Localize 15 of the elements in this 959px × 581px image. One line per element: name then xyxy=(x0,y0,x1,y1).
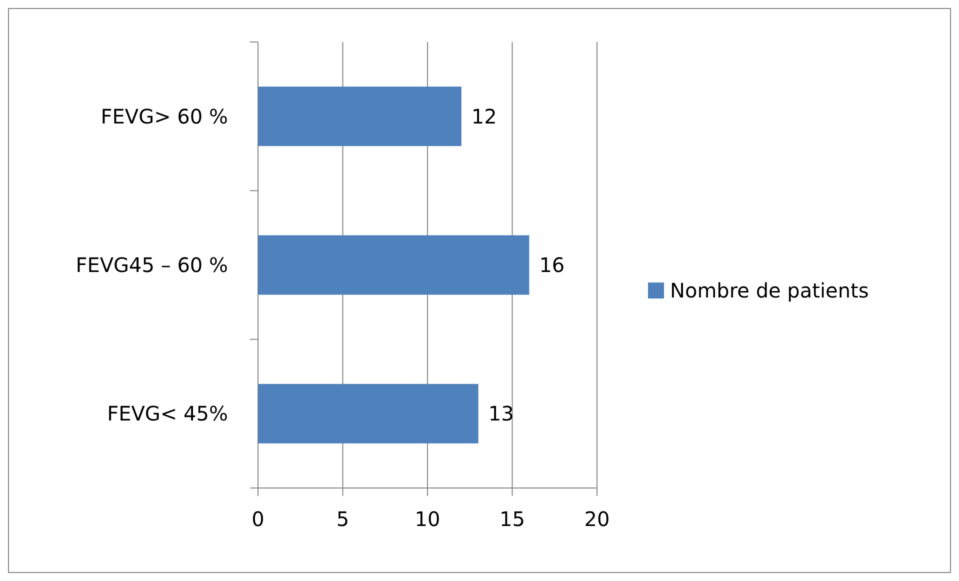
data-label: 13 xyxy=(488,402,514,426)
y-tick-label: FEVG> 60 % xyxy=(100,104,228,128)
data-label: 16 xyxy=(539,253,565,277)
x-tick-label: 10 xyxy=(414,507,440,531)
bar xyxy=(258,384,478,444)
bar xyxy=(258,235,530,295)
x-tick-label: 0 xyxy=(252,507,264,531)
y-tick-label: FEVG< 45% xyxy=(107,402,228,426)
data-label: 12 xyxy=(471,104,497,128)
x-tick-label: 20 xyxy=(584,507,610,531)
x-tick-label: 15 xyxy=(500,507,525,531)
bar xyxy=(258,86,462,146)
y-tick-label: FEVG45 – 60 % xyxy=(76,253,228,277)
legend-label: Nombre de patients xyxy=(670,278,869,302)
x-tick-label: 5 xyxy=(336,507,350,531)
